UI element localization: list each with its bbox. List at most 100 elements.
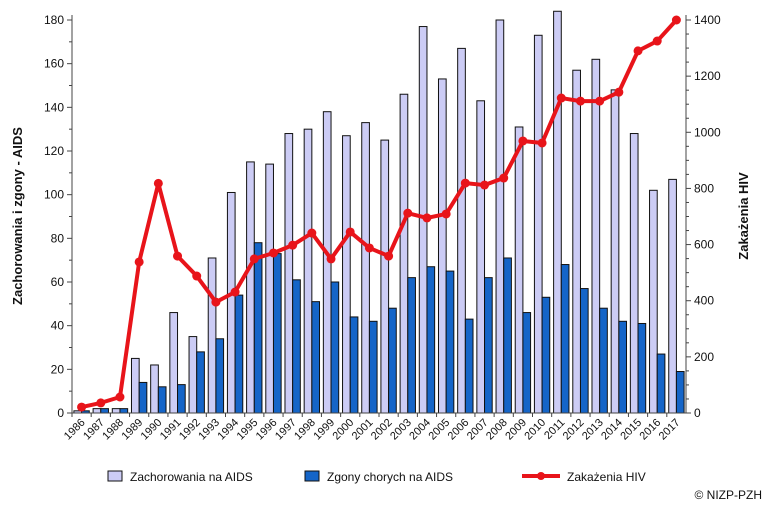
bar-deaths-1998: [311, 301, 321, 414]
bar-deaths-1997: [292, 279, 301, 414]
point-hiv-2009: [518, 136, 528, 146]
x-tick-label: 1997: [273, 417, 299, 443]
bar-deaths-2006: [464, 318, 474, 414]
y-tick-label: 160: [44, 57, 64, 71]
x-tick-label: 2008: [484, 417, 510, 443]
bar-deaths-1992: [196, 351, 205, 414]
point-hiv-2011: [556, 93, 566, 103]
x-tick-label: 2006: [446, 417, 472, 443]
x-tick-label: 2010: [522, 417, 548, 443]
bar-aids-1996: [265, 163, 274, 414]
bar-aids-2010: [533, 34, 543, 414]
x-tick-label: 2015: [618, 417, 644, 443]
point-hiv-2002: [384, 251, 394, 261]
y-tick-label: 180: [44, 13, 64, 27]
x-tick-label: 2013: [580, 417, 606, 443]
bar-deaths-2011: [560, 264, 570, 414]
bar-deaths-2010: [541, 296, 551, 414]
bar-aids-1993: [207, 257, 217, 414]
x-tick-label: 2001: [350, 417, 376, 443]
x-tick-label: 1988: [100, 417, 126, 443]
x-tick-label: 1991: [158, 417, 184, 443]
y-axis-label: Zachorowania i zgony - AIDS: [10, 127, 25, 305]
copyright: © NIZP-PZH: [694, 488, 762, 502]
x-tick-label: 2016: [638, 417, 664, 443]
bar-aids-2006: [457, 47, 466, 414]
bar-aids-2001: [361, 122, 370, 414]
bar-aids-1991: [169, 312, 179, 414]
point-hiv-2013: [595, 96, 605, 106]
y2-tick-label: 200: [694, 350, 714, 364]
point-hiv-2015: [633, 46, 643, 56]
bar-deaths-1993: [215, 338, 225, 414]
x-tick-label: 2014: [599, 417, 625, 443]
x-tick-label: 2003: [388, 417, 414, 443]
bar-aids-2014: [610, 89, 620, 414]
x-tick-label: 2012: [561, 417, 587, 443]
point-hiv-1996: [268, 248, 278, 258]
y-tick-label: 80: [51, 231, 65, 245]
x-tick-label: 1993: [196, 417, 222, 443]
legend-label-deaths: Zgony chorych na AIDS: [327, 470, 453, 484]
bar-deaths-1999: [330, 281, 340, 414]
bar-deaths-1989: [138, 381, 148, 414]
x-tick-label: 1992: [177, 417, 203, 443]
point-hiv-1991: [173, 251, 183, 261]
bar-deaths-1987: [100, 408, 109, 414]
bar-deaths-1990: [157, 386, 167, 414]
point-hiv-2006: [460, 178, 470, 188]
bar-deaths-2015: [637, 322, 647, 414]
point-hiv-1987: [96, 398, 106, 408]
bar-aids-2005: [437, 78, 447, 414]
point-hiv-2003: [403, 208, 413, 218]
y2-tick-label: 0: [694, 406, 701, 420]
y2-tick-label: 1000: [694, 125, 721, 139]
bar-deaths-1995: [253, 242, 263, 414]
bar-deaths-2007: [484, 277, 493, 414]
bar-deaths-1994: [234, 294, 244, 414]
bar-aids-2000: [342, 135, 351, 414]
x-tick-label: 2009: [503, 417, 529, 443]
x-tick-label: 1987: [81, 417, 107, 443]
point-hiv-1986: [77, 402, 87, 412]
x-tick-label: 1989: [119, 417, 145, 443]
x-tick-label: 2002: [369, 417, 395, 443]
bar-aids-1998: [303, 128, 313, 414]
point-hiv-1994: [230, 287, 240, 297]
point-hiv-1993: [211, 297, 221, 307]
legend-label-aids: Zachorowania na AIDS: [130, 470, 253, 484]
bar-aids-1989: [130, 357, 140, 414]
y-tick-label: 60: [51, 275, 65, 289]
bar-aids-2017: [668, 178, 677, 414]
bar-deaths-1996: [272, 253, 282, 414]
bar-aids-2003: [399, 93, 409, 414]
point-hiv-1989: [134, 257, 144, 267]
point-hiv-1990: [153, 178, 163, 188]
x-tick-label: 1986: [62, 417, 88, 443]
bar-aids-2015: [629, 133, 639, 414]
bar-deaths-2000: [349, 316, 359, 414]
bar-deaths-2016: [656, 353, 666, 414]
bar-deaths-2001: [368, 320, 378, 414]
x-tick-label: 2005: [426, 417, 452, 443]
point-hiv-2010: [537, 138, 547, 148]
bar-aids-2008: [495, 19, 505, 414]
point-hiv-2001: [364, 243, 374, 253]
y-tick-label: 20: [51, 362, 65, 376]
point-hiv-1988: [115, 392, 125, 402]
legend-swatch-deaths: [304, 470, 320, 482]
y2-tick-label: 1200: [694, 69, 721, 83]
bar-aids-1994: [226, 191, 236, 414]
point-hiv-2017: [671, 15, 681, 25]
bar-deaths-1988: [119, 408, 129, 414]
bar-aids-1995: [246, 161, 255, 414]
bar-deaths-2009: [522, 312, 532, 414]
bar-deaths-2003: [407, 277, 416, 414]
bar-aids-2007: [476, 100, 486, 414]
point-hiv-2000: [345, 227, 355, 237]
x-tick-label: 2000: [331, 417, 357, 443]
y2-tick-label: 600: [694, 238, 714, 252]
point-hiv-2008: [499, 173, 509, 183]
bar-deaths-2002: [388, 307, 397, 414]
